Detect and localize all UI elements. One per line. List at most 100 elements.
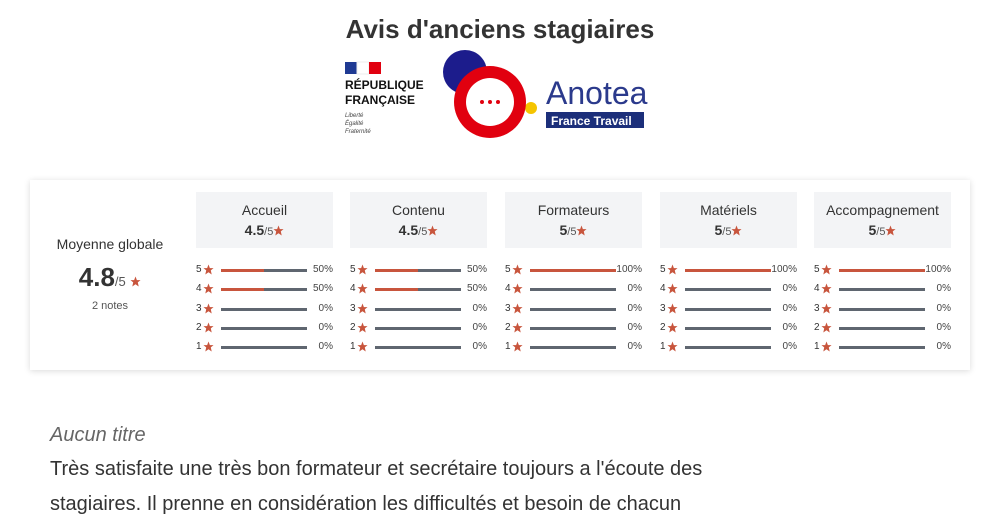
criterion-box: Formateurs 5/5	[505, 192, 642, 248]
star-icon	[576, 225, 588, 236]
star-icon	[203, 303, 214, 314]
star-count: 3	[660, 302, 666, 314]
star	[357, 322, 368, 335]
logo-text: RÉPUBLIQUE	[345, 77, 424, 92]
star-count: 3	[814, 302, 820, 314]
star-count: 2	[814, 321, 820, 333]
rating-row: 1 0%	[660, 341, 797, 355]
star-count: 2	[350, 321, 356, 333]
star	[203, 264, 214, 277]
logo-sub: France Travail	[551, 114, 632, 128]
bar-track	[685, 326, 771, 330]
scale: /5	[114, 274, 126, 289]
star	[203, 322, 214, 335]
rating-row: 1 0%	[350, 341, 487, 355]
criterion-score: 5/5	[505, 222, 642, 238]
star	[512, 341, 523, 354]
criterion-box: Accompagnement 5/5	[814, 192, 951, 248]
star	[667, 341, 678, 354]
star-count: 5	[196, 264, 202, 275]
bar-track	[530, 307, 616, 311]
score: 5	[559, 222, 568, 238]
score: 5	[868, 222, 877, 238]
review-line: stagiaires. Il prenne en considération l…	[50, 493, 682, 515]
star	[203, 283, 214, 296]
title: Avis d'anciens stagiaires	[345, 14, 655, 44]
logo-motto: Fraternité	[345, 129, 371, 135]
summary-count: 2 notes	[91, 300, 129, 312]
rating-row: 5 100%	[505, 264, 642, 278]
score: 5	[714, 222, 723, 238]
bar	[685, 269, 771, 272]
star-count: 1	[505, 341, 511, 353]
star-icon	[203, 283, 214, 294]
bar	[375, 269, 418, 272]
logo-motto: Liberté	[345, 113, 364, 119]
bar-track	[685, 288, 771, 292]
rating-row: 5 100%	[660, 264, 797, 278]
percent: 50%	[466, 283, 487, 295]
star-count: 4	[196, 283, 202, 295]
star-icon	[512, 322, 523, 333]
percent: 0%	[318, 302, 333, 314]
bar-track	[530, 326, 616, 330]
criterion-name: Formateurs	[537, 202, 610, 218]
rating-row: 2 0%	[660, 322, 797, 336]
bar-track	[839, 307, 925, 311]
percent: 0%	[627, 283, 642, 295]
bar-track	[221, 288, 307, 292]
star-count: 3	[505, 302, 511, 314]
rating-row: 1 0%	[196, 341, 333, 355]
star	[667, 283, 678, 296]
star-count: 1	[350, 341, 356, 353]
bar-track	[375, 288, 461, 292]
star-count: 2	[196, 321, 202, 333]
rating-row: 5 50%	[350, 264, 487, 278]
star-icon	[357, 322, 368, 333]
star-count: 3	[196, 302, 202, 314]
rating-row: 3 0%	[660, 303, 797, 317]
star-icon	[273, 225, 284, 236]
star-count: 4	[814, 283, 820, 295]
star	[512, 322, 523, 335]
star-icon	[357, 341, 368, 352]
bar-track	[221, 346, 307, 350]
star-count: 2	[660, 321, 666, 333]
percent: 50%	[312, 283, 333, 295]
scale: /5	[722, 226, 732, 238]
star-icon	[667, 283, 678, 294]
score: 4.5	[244, 222, 265, 238]
summary-score: 4.8/5	[40, 262, 180, 293]
rating-row: 2 0%	[196, 322, 333, 336]
scale: /5	[418, 226, 428, 238]
star-icon	[512, 264, 523, 275]
criterion-box: Contenu 4.5/5	[350, 192, 487, 248]
star-count: 1	[196, 341, 202, 353]
star-icon	[821, 283, 832, 294]
percent: 0%	[936, 283, 951, 295]
star	[512, 303, 523, 316]
criterion-box: Accueil 4.5/5	[196, 192, 333, 248]
percent: 0%	[782, 302, 797, 314]
scale: /5	[567, 226, 577, 238]
percent: 100%	[925, 264, 951, 275]
bar	[221, 288, 264, 292]
scale: /5	[876, 226, 886, 238]
star-count: 5	[814, 264, 820, 275]
star	[203, 341, 214, 354]
bar	[839, 269, 925, 272]
star	[357, 283, 368, 296]
review-line: Très satisfaite une très bon formateur e…	[50, 458, 703, 480]
star	[821, 322, 832, 335]
rating-row: 3 0%	[814, 303, 951, 317]
percent: 0%	[936, 341, 951, 353]
bar-track	[221, 307, 307, 311]
star	[821, 341, 832, 354]
bar	[221, 269, 264, 272]
rating-row: 3 0%	[350, 303, 487, 317]
criterion-score: 4.5/5	[196, 222, 333, 238]
star	[667, 303, 678, 316]
star-icon	[512, 303, 523, 314]
percent: 0%	[936, 302, 951, 314]
